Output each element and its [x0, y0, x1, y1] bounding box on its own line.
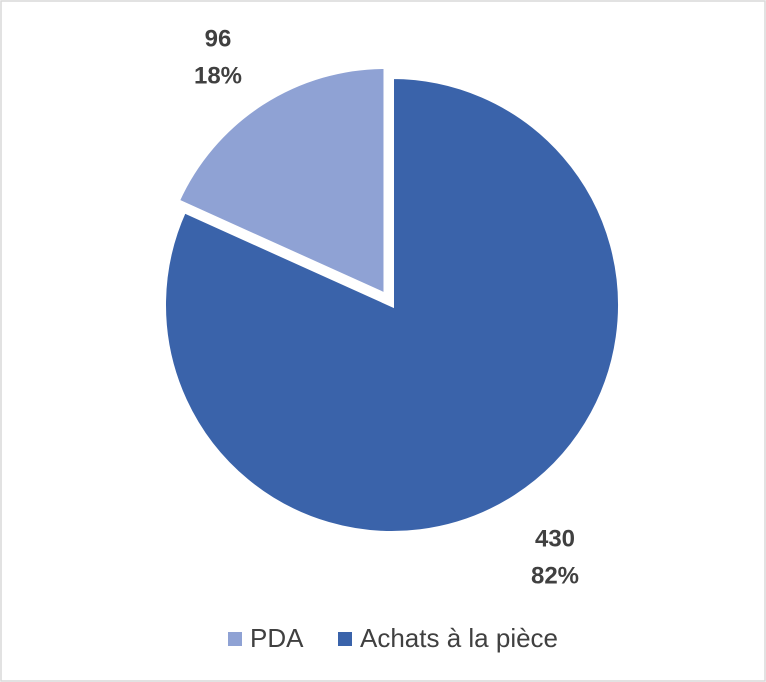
pie-slice [162, 74, 622, 535]
pie-slice [175, 64, 388, 299]
legend-swatch [338, 632, 352, 646]
data-label-percent: 82% [531, 562, 579, 589]
legend-label: Achats à la pièce [360, 623, 558, 653]
data-label-percent: 18% [194, 62, 242, 89]
data-label-value: 430 [535, 525, 575, 552]
legend-swatch [228, 632, 242, 646]
legend-label: PDA [250, 623, 304, 653]
data-label-value: 96 [205, 25, 232, 52]
